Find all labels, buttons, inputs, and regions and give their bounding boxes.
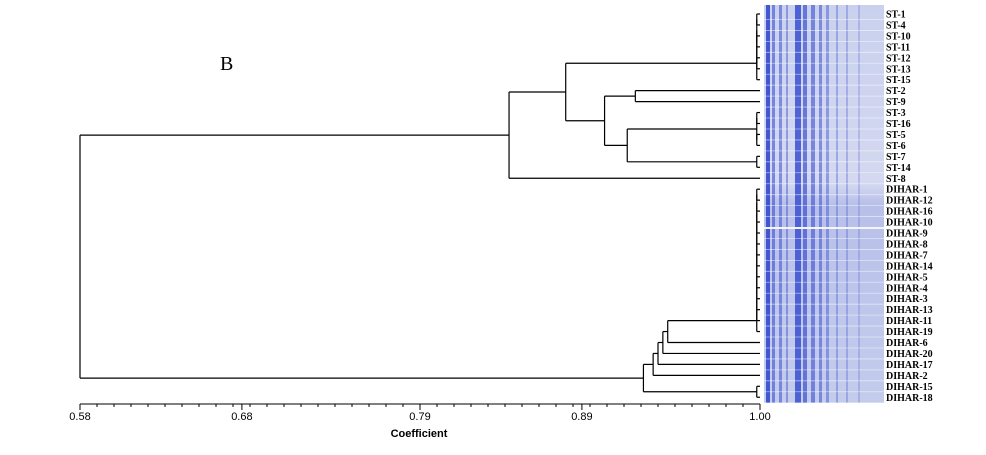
gel-band-7 xyxy=(811,5,815,403)
gel-band-5 xyxy=(795,5,801,403)
leaf-label: DIHAR-7 xyxy=(886,250,928,261)
dendrogram-tree xyxy=(79,13,760,398)
gel-band-6 xyxy=(803,5,807,403)
leaf-label: ST-4 xyxy=(886,20,906,31)
leaf-label: ST-7 xyxy=(886,152,906,163)
leaf-label: DIHAR-6 xyxy=(886,338,928,349)
gel-band-1 xyxy=(766,5,770,403)
leaf-label: ST-16 xyxy=(886,119,911,130)
gel-band-9 xyxy=(826,5,829,403)
leaf-label: ST-12 xyxy=(886,53,911,64)
leaf-label: DIHAR-12 xyxy=(886,196,933,207)
gel-band-11 xyxy=(846,5,848,403)
leaf-label: ST-6 xyxy=(886,141,906,152)
leaf-label: ST-15 xyxy=(886,75,911,86)
leaf-label: ST-9 xyxy=(886,97,906,108)
leaf-label: ST-11 xyxy=(886,42,910,53)
tick-label: 0.58 xyxy=(69,411,90,423)
leaf-label: DIHAR-15 xyxy=(886,382,933,393)
leaf-label: DIHAR-19 xyxy=(886,327,933,338)
leaf-label: ST-2 xyxy=(886,86,906,97)
leaf-label: DIHAR-4 xyxy=(886,283,928,294)
leaf-label: ST-5 xyxy=(886,130,906,141)
leaf-label: DIHAR-17 xyxy=(886,360,933,371)
leaf-label: DIHAR-20 xyxy=(886,349,933,360)
gel-band-2 xyxy=(772,5,775,403)
leaf-label: DIHAR-16 xyxy=(886,207,933,218)
tick-label: 0.79 xyxy=(409,411,430,423)
tick-label: 0.89 xyxy=(571,411,592,423)
leaf-label: ST-13 xyxy=(886,64,911,75)
leaf-label: DIHAR-10 xyxy=(886,218,933,229)
gel-band-10 xyxy=(836,5,838,403)
gel-band-8 xyxy=(819,5,822,403)
leaf-label: ST-1 xyxy=(886,10,906,21)
leaf-label: DIHAR-8 xyxy=(886,239,928,250)
x-axis: 0.58 0.68 0.79 0.89 1.00 xyxy=(69,403,771,423)
tick-label: 1.00 xyxy=(749,411,770,423)
gel-band-4 xyxy=(786,5,788,403)
tick-label: 0.68 xyxy=(231,411,252,423)
leaf-label: DIHAR-14 xyxy=(886,261,933,272)
leaf-label: DIHAR-18 xyxy=(886,393,933,404)
panel-label: B xyxy=(220,53,233,75)
gel-band-3 xyxy=(779,5,782,403)
leaf-label: DIHAR-3 xyxy=(886,294,928,305)
leaf-label: DIHAR-13 xyxy=(886,305,933,316)
leaf-label: ST-14 xyxy=(886,163,911,174)
leaf-label: DIHAR-2 xyxy=(886,371,928,382)
leaf-label: DIHAR-11 xyxy=(886,316,932,327)
leaf-label: ST-10 xyxy=(886,31,911,42)
leaf-label: ST-3 xyxy=(886,108,906,119)
gel-band-12 xyxy=(858,5,860,403)
x-axis-title: Coefficient xyxy=(391,428,448,440)
leaf-label: DIHAR-5 xyxy=(886,272,928,283)
leaf-labels: ST-1ST-4ST-10ST-11ST-12ST-13ST-15ST-2ST-… xyxy=(886,10,933,404)
leaf-label: DIHAR-9 xyxy=(886,229,928,240)
leaf-label: ST-8 xyxy=(886,174,906,185)
gel-image xyxy=(764,5,884,404)
leaf-label: DIHAR-1 xyxy=(886,185,928,196)
